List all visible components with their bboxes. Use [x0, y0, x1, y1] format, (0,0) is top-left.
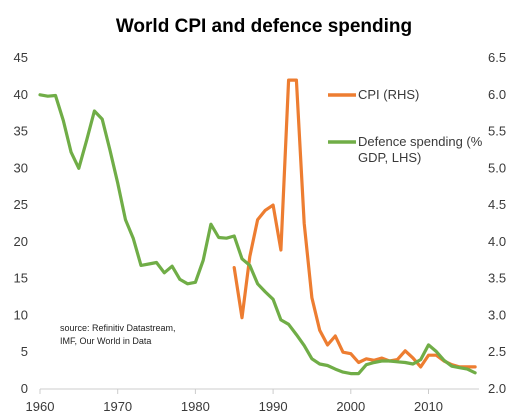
x-tick-label: 2000	[336, 399, 365, 414]
legend-label-cpi: CPI (RHS)	[358, 87, 419, 102]
y-right-tick-label: 3.0	[488, 307, 506, 322]
x-tick-label: 1970	[103, 399, 132, 414]
y-left-tick-label: 30	[14, 160, 28, 175]
y-right-tick-label: 6.5	[488, 50, 506, 65]
y-right-tick-label: 5.5	[488, 124, 506, 139]
y-left-tick-label: 25	[14, 197, 28, 212]
y-left-tick-label: 5	[21, 344, 28, 359]
y-left-tick-label: 15	[14, 271, 28, 286]
source-note-line1: source: Refinitiv Datastream,	[60, 323, 176, 333]
y-left-tick-label: 10	[14, 307, 28, 322]
tick-labels: 0 5 10 15 20 25 30 35 40 45 2.0 2.5 3.0 3.5 4.0 4.5 5.0 5…	[14, 50, 507, 414]
y-right-tick-label: 4.5	[488, 197, 506, 212]
x-tick-label: 1980	[181, 399, 210, 414]
y-right-tick-label: 2.0	[488, 381, 506, 396]
y-left-tick-label: 35	[14, 124, 28, 139]
y-left-tick-label: 20	[14, 234, 28, 249]
y-right-tick-label: 3.5	[488, 271, 506, 286]
y-right-tick-label: 2.5	[488, 344, 506, 359]
x-tick-marks	[39, 389, 429, 394]
y-right-tick-label: 6.0	[488, 87, 506, 102]
y-left-tick-label: 0	[21, 381, 28, 396]
series-line-defence-spending	[38, 93, 477, 376]
series-lines	[38, 78, 477, 376]
legend-label-defence-line2: GDP, LHS)	[358, 150, 421, 165]
x-tick-label: 1960	[26, 399, 55, 414]
legend: CPI (RHS) Defence spending (% GDP, LHS)	[328, 87, 483, 165]
x-tick-label: 1990	[259, 399, 288, 414]
source-note-line2: IMF, Our World in Data	[60, 336, 151, 346]
y-right-tick-label: 5.0	[488, 160, 506, 175]
y-left-tick-label: 40	[14, 87, 28, 102]
y-left-tick-label: 45	[14, 50, 28, 65]
x-tick-label: 2010	[414, 399, 443, 414]
series-line-cpi	[232, 78, 477, 369]
chart-title: World CPI and defence spending	[116, 16, 412, 37]
legend-label-defence-line1: Defence spending (%	[358, 134, 483, 149]
y-right-tick-label: 4.0	[488, 234, 506, 249]
